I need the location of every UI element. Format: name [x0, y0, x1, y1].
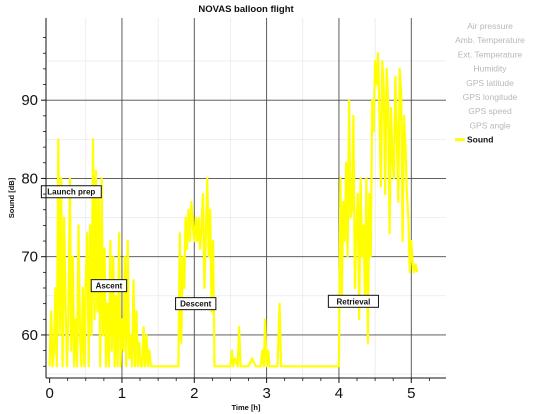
- ticks-layer: 0 1 2 3 4 5 60 70 80 90: [21, 37, 430, 402]
- minor-gridlines: [46, 18, 446, 378]
- annotation-box: [175, 297, 217, 311]
- annotation-label: Launch prep: [47, 188, 95, 197]
- legend-item[interactable]: Air pressure: [467, 21, 513, 31]
- y-tick-label: 70: [21, 249, 38, 266]
- chart-title: NOVAS balloon flight: [198, 4, 294, 15]
- y-tick-label: 80: [21, 170, 38, 187]
- legend-label: GPS latitude: [466, 78, 514, 88]
- annotation: Descent: [175, 297, 217, 311]
- legend: Air pressure Amb. Temperature Ext. Tempera…: [455, 21, 525, 145]
- legend-label: Air pressure: [467, 21, 513, 31]
- legend-item[interactable]: Sound: [455, 135, 493, 145]
- legend-item[interactable]: Humidity: [473, 64, 507, 74]
- annotation: Launch prep: [40, 185, 102, 199]
- annotation-label: Retrieval: [337, 297, 371, 306]
- y-tick-label: 90: [21, 92, 38, 109]
- legend-label: Sound: [467, 135, 493, 145]
- x-tick-label: 2: [190, 385, 198, 402]
- legend-label: Humidity: [473, 64, 507, 74]
- x-tick-label: 1: [118, 385, 126, 402]
- legend-label: GPS longitude: [463, 92, 518, 102]
- annotation: Retrieval: [327, 294, 379, 308]
- legend-label: GPS angle: [469, 120, 510, 130]
- x-tick-label: 0: [45, 385, 53, 402]
- x-tick-label: 5: [407, 385, 415, 402]
- legend-item[interactable]: GPS latitude: [466, 78, 514, 88]
- axes-layer: [45, 18, 446, 379]
- x-axis-label: Time [h]: [231, 403, 261, 412]
- legend-item[interactable]: GPS angle: [469, 120, 510, 130]
- annotation-label: Descent: [180, 300, 211, 309]
- x-tick-label: 4: [335, 385, 343, 402]
- annotation-box: [40, 185, 102, 199]
- annotation-layer: Launch prep Ascent Descent Retrieval: [40, 185, 379, 311]
- annotation-box: [90, 279, 128, 293]
- series-layer: [48, 52, 419, 368]
- x-tick-label: 3: [262, 385, 270, 402]
- legend-label: Ext. Temperature: [458, 49, 523, 59]
- legend-label: Amb. Temperature: [455, 35, 525, 45]
- annotation-box: [327, 294, 379, 308]
- y-tick-label: 60: [21, 327, 38, 344]
- legend-item[interactable]: GPS longitude: [463, 92, 518, 102]
- legend-item[interactable]: Ext. Temperature: [458, 49, 523, 59]
- annotation-label: Ascent: [96, 282, 123, 291]
- legend-item[interactable]: GPS speed: [468, 106, 512, 116]
- y-axis-label: Sound [dB]: [7, 177, 16, 218]
- legend-label: GPS speed: [468, 106, 512, 116]
- series-line-sound: [48, 52, 419, 368]
- legend-item[interactable]: Amb. Temperature: [455, 35, 525, 45]
- annotation: Ascent: [90, 279, 128, 293]
